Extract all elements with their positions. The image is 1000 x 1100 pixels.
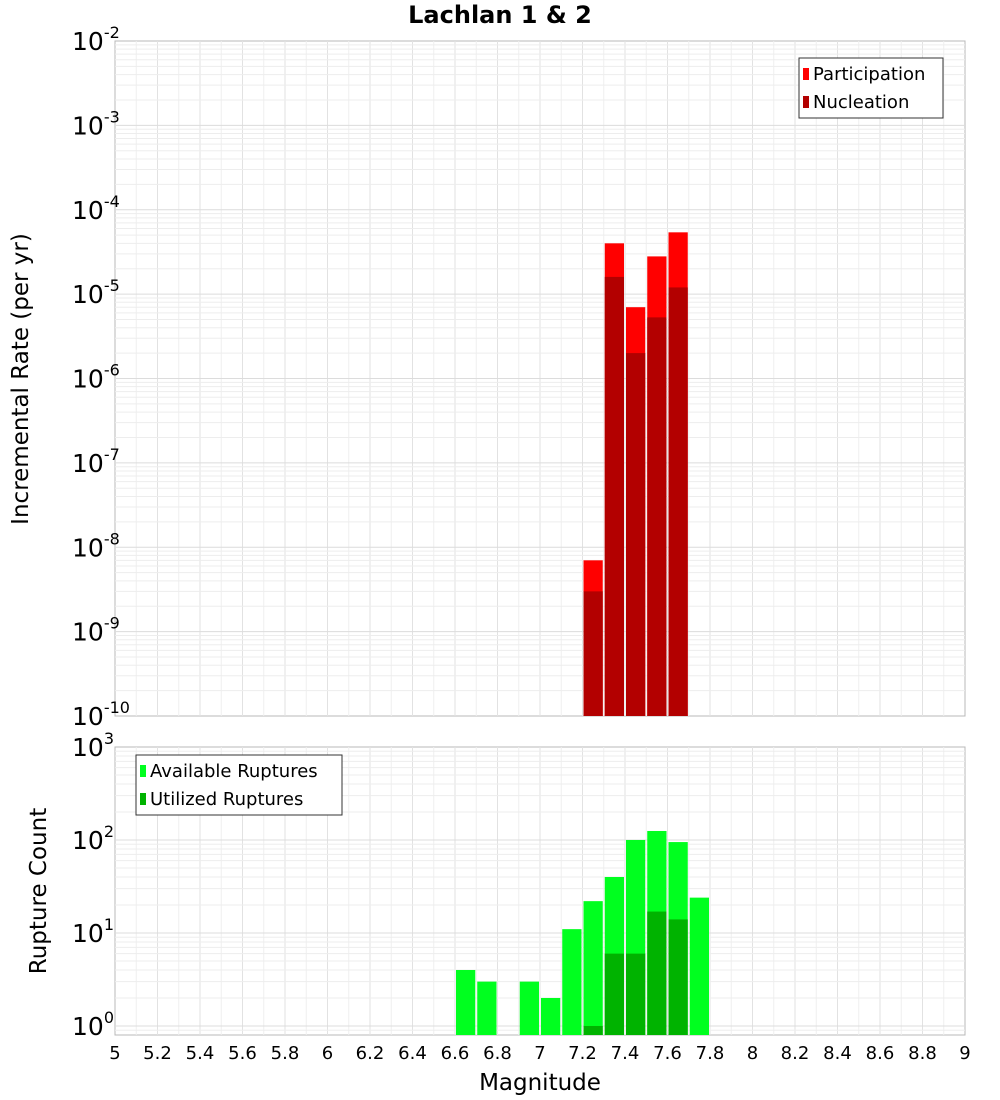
y-tick-label: 10-9 xyxy=(72,614,120,647)
bar-available-ruptures xyxy=(689,897,709,1035)
bar-available-ruptures xyxy=(456,969,476,1035)
x-tick-label: 8.8 xyxy=(908,1043,937,1064)
bar-overlay-nucleation xyxy=(583,591,603,716)
legend-label: Available Ruptures xyxy=(150,761,318,782)
y-tick-label: 10-7 xyxy=(72,445,120,478)
x-tick-label: 5.8 xyxy=(271,1043,300,1064)
x-tick-label: 7 xyxy=(534,1043,545,1064)
chart-title: Lachlan 1 & 2 xyxy=(408,1,592,29)
bar-available-ruptures xyxy=(541,997,561,1035)
bar-overlay-utilized-ruptures xyxy=(583,1025,603,1035)
x-tick-label: 6.2 xyxy=(356,1043,385,1064)
bar-overlay-nucleation xyxy=(626,353,646,716)
x-tick-label: 9 xyxy=(959,1043,970,1064)
y-tick-label: 103 xyxy=(72,729,114,762)
bar-available-ruptures xyxy=(583,901,603,1035)
legend-swatch xyxy=(140,765,146,777)
bar-overlay-utilized-ruptures xyxy=(604,953,624,1035)
x-tick-label: 5.2 xyxy=(143,1043,172,1064)
count-panel: 103 102 101 100 Rupture Count Available Rup… xyxy=(26,729,971,1096)
rate-grid xyxy=(115,41,965,716)
bar-available-ruptures xyxy=(562,929,582,1035)
x-tick-label: 6.8 xyxy=(483,1043,512,1064)
y-tick-label: 10-6 xyxy=(72,361,120,394)
x-tick-label: 7.6 xyxy=(653,1043,682,1064)
legend-label: Participation xyxy=(813,64,925,85)
x-ticks: 5 5.2 5.4 5.6 5.8 6 6.2 6.4 6.6 6.8 7 7.2 7.4 7.6 7.8 8… xyxy=(109,1043,970,1064)
legend-label: Utilized Ruptures xyxy=(150,789,303,810)
legend-swatch xyxy=(803,96,809,108)
bar-overlay-utilized-ruptures xyxy=(668,919,688,1035)
x-tick-label: 7.2 xyxy=(568,1043,597,1064)
y-tick-label: 10-2 xyxy=(72,23,120,56)
bar-overlay-nucleation xyxy=(647,317,667,716)
rate-panel: 10-2 10-3 10-4 10-5 10-6 10-7 10-8 10-9 10-10 In… xyxy=(8,23,966,731)
y-tick-label: 101 xyxy=(72,915,114,948)
x-tick-label: 5.6 xyxy=(228,1043,257,1064)
x-tick-label: 5.4 xyxy=(186,1043,215,1064)
bar-available-ruptures xyxy=(519,981,539,1035)
count-bars xyxy=(456,830,709,1035)
bar-overlay-nucleation xyxy=(668,287,688,716)
bar-overlay-utilized-ruptures xyxy=(626,953,646,1035)
bar-overlay-nucleation xyxy=(604,276,624,716)
legend-label: Nucleation xyxy=(813,92,909,113)
y-tick-label: 10-4 xyxy=(72,192,120,225)
rate-bars xyxy=(583,232,688,717)
bar-available-ruptures xyxy=(477,981,497,1035)
count-y-axis-title: Rupture Count xyxy=(26,808,52,974)
y-tick-label: 10-5 xyxy=(72,276,120,309)
rate-y-axis-title: Incremental Rate (per yr) xyxy=(8,233,34,525)
x-tick-label: 6.6 xyxy=(441,1043,470,1064)
x-tick-label: 7.8 xyxy=(696,1043,725,1064)
x-tick-label: 8.4 xyxy=(823,1043,852,1064)
legend-swatch xyxy=(803,68,809,80)
legend-box xyxy=(135,754,343,816)
x-tick-label: 7.4 xyxy=(611,1043,640,1064)
legend-box xyxy=(798,57,944,119)
bar-overlay-utilized-ruptures xyxy=(647,911,667,1035)
count-legend: Available Ruptures Utilized Ruptures xyxy=(135,754,343,816)
x-tick-label: 8.2 xyxy=(781,1043,810,1064)
y-tick-label: 10-8 xyxy=(72,529,120,562)
y-tick-label: 10-10 xyxy=(72,698,130,731)
y-tick-label: 102 xyxy=(72,822,114,855)
x-axis-title: Magnitude xyxy=(479,1070,601,1096)
x-tick-label: 6.4 xyxy=(398,1043,427,1064)
rate-legend: Participation Nucleation xyxy=(798,57,944,119)
x-tick-label: 5 xyxy=(109,1043,120,1064)
x-tick-label: 8 xyxy=(747,1043,758,1064)
legend-swatch xyxy=(140,793,146,805)
rate-y-ticks: 10-2 10-3 10-4 10-5 10-6 10-7 10-8 10-9 10-10 xyxy=(72,23,130,731)
y-tick-label: 10-3 xyxy=(72,107,120,140)
x-tick-label: 6 xyxy=(322,1043,333,1064)
y-tick-label: 100 xyxy=(72,1008,114,1041)
count-y-ticks: 103 102 101 100 xyxy=(72,729,114,1041)
x-tick-label: 8.6 xyxy=(866,1043,895,1064)
